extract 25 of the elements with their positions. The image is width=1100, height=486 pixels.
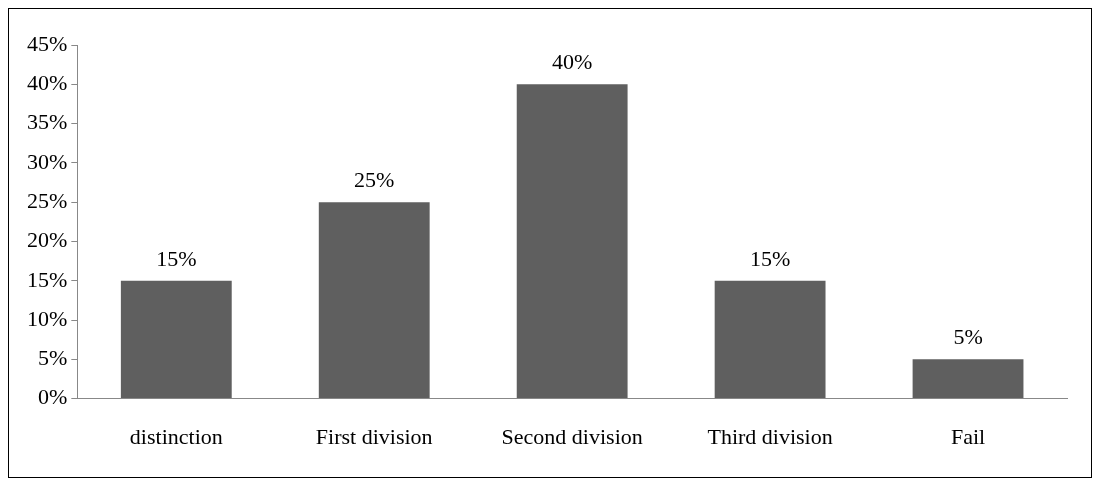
- bar: [318, 202, 430, 399]
- y-tick-label: 20%: [27, 227, 68, 253]
- data-label: 40%: [552, 49, 593, 75]
- bar: [516, 84, 628, 399]
- x-tick-label: Second division: [501, 423, 643, 449]
- bar: [714, 280, 826, 399]
- y-tick-label: 45%: [27, 30, 68, 56]
- bar: [120, 280, 232, 399]
- y-tick-label: 30%: [27, 148, 68, 174]
- y-tick-label: 0%: [38, 384, 68, 410]
- y-tick-label: 15%: [27, 266, 68, 292]
- y-tick-label: 10%: [27, 305, 68, 331]
- y-tick-label: 25%: [27, 187, 68, 213]
- x-tick-label: Third division: [707, 423, 833, 449]
- y-tick-label: 35%: [27, 109, 68, 135]
- y-tick-label: 40%: [27, 70, 68, 96]
- x-tick-label: distinction: [129, 423, 223, 449]
- x-tick-label: First division: [315, 423, 433, 449]
- data-label: 15%: [156, 245, 197, 271]
- x-tick-label: Fail: [950, 423, 986, 449]
- data-label: 5%: [953, 324, 983, 350]
- y-tick-label: 5%: [38, 345, 68, 371]
- data-label: 25%: [354, 166, 395, 192]
- bar: [912, 359, 1024, 399]
- data-label: 15%: [749, 245, 791, 271]
